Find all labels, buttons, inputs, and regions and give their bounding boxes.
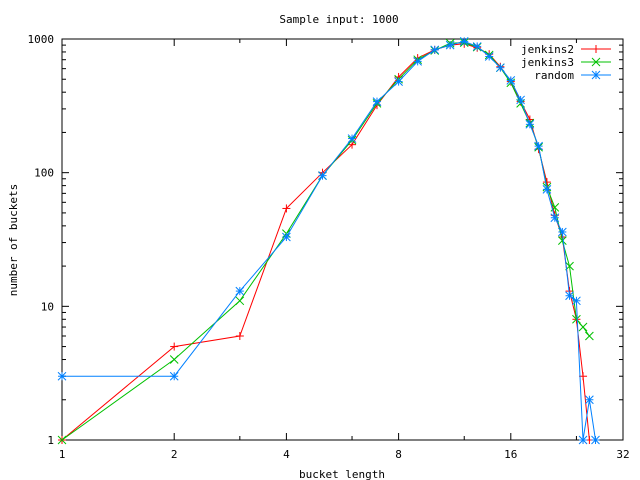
data-point-random: [472, 42, 482, 51]
y-tick-label: 100: [34, 167, 54, 180]
plot-series: [57, 37, 600, 445]
data-point-random: [57, 371, 67, 381]
x-tick-label: 2: [171, 448, 178, 461]
legend-label-jenkins2: jenkins2: [521, 43, 574, 56]
data-point-jenkins3: [572, 314, 581, 324]
data-point-random: [413, 57, 423, 66]
data-point-random: [557, 227, 567, 237]
data-point-random: [525, 119, 535, 129]
data-point-random: [459, 37, 469, 46]
data-point-random: [282, 232, 291, 242]
data-point-random: [542, 185, 552, 194]
data-point-random: [495, 63, 505, 73]
data-point-jenkins3: [169, 355, 179, 364]
data-point-random: [347, 134, 357, 143]
data-point-jenkins3: [557, 236, 567, 246]
x-tick-label: 1: [59, 448, 66, 461]
series-line-jenkins3: [61, 42, 590, 441]
data-point-random: [484, 52, 494, 61]
series-jenkins3: [57, 38, 594, 445]
data-point-jenkins3: [585, 331, 594, 341]
y-axis-label: number of buckets: [7, 184, 20, 297]
legend-marker-random: [591, 70, 601, 80]
data-point-random: [591, 435, 600, 445]
legend-marker-jenkins3: [591, 57, 601, 67]
data-point-random: [550, 213, 560, 223]
data-point-random: [430, 45, 440, 55]
data-point-random: [534, 141, 543, 151]
legend-label-random: random: [534, 69, 574, 82]
data-point-random: [585, 395, 594, 405]
x-tick-label: 16: [504, 448, 517, 461]
series-random: [57, 37, 600, 445]
axes: 1 10 100 1000 1 2 4 8 16 32: [28, 33, 630, 461]
data-point-random: [572, 296, 581, 306]
x-axis-label: bucket length: [299, 468, 385, 480]
data-point-random: [506, 76, 516, 85]
data-point-random: [445, 40, 455, 50]
legend-label-jenkins3: jenkins3: [521, 56, 574, 69]
data-point-random: [394, 77, 403, 86]
data-point-jenkins3: [57, 435, 67, 445]
y-tick-label: 10: [41, 300, 54, 313]
data-point-random: [235, 286, 245, 296]
y-tick-label: 1: [47, 434, 54, 447]
data-point-random: [372, 97, 382, 106]
data-point-random: [578, 435, 588, 445]
data-point-random: [169, 371, 179, 381]
data-point-random: [318, 171, 327, 180]
chart-title: Sample input: 1000: [279, 13, 398, 26]
y-tick-label: 1000: [28, 33, 55, 46]
x-tick-label: 8: [395, 448, 402, 461]
data-point-jenkins3: [235, 296, 245, 306]
series-line-jenkins2: [61, 43, 596, 441]
x-tick-label: 4: [283, 448, 290, 461]
series-line-random: [62, 40, 596, 441]
data-point-random: [516, 95, 525, 105]
x-tick-label: 32: [616, 448, 629, 461]
plot-frame: [61, 38, 624, 441]
data-point-jenkins3: [578, 322, 588, 332]
data-point-random: [565, 291, 574, 301]
